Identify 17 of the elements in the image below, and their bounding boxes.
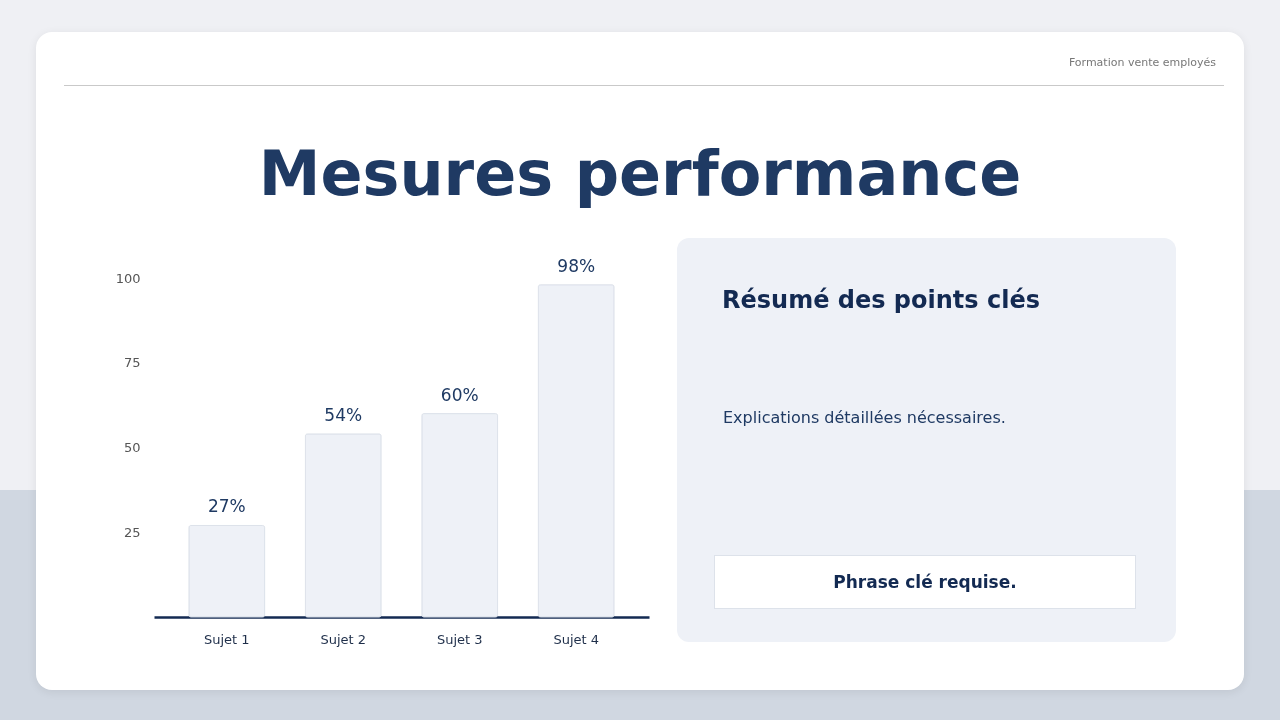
chart-title: Mesures performance	[257, 137, 1023, 210]
y-tick-label: 25	[123, 524, 141, 540]
x-tick-label: Sujet 4	[553, 631, 600, 647]
x-tick-label: Sujet 2	[320, 631, 367, 647]
data-label: 54%	[324, 404, 363, 425]
x-tick-label: Sujet 1	[203, 631, 250, 647]
text: Formation vente employés	[1068, 56, 1216, 69]
text: Résumé des points clés	[722, 286, 1040, 314]
x-tick-label: Sujet 3	[436, 631, 483, 647]
data-label: 98%	[557, 255, 596, 276]
y-tick-label: 75	[123, 355, 141, 371]
y-tick-label: 50	[123, 440, 141, 455]
y-tick-label: 100	[115, 270, 141, 286]
data-label: 27%	[207, 496, 246, 517]
data-label: 60%	[440, 384, 479, 405]
text: Explications détaillées nécessaires.	[723, 408, 1006, 427]
text: Phrase clé requise.	[714, 555, 1136, 609]
